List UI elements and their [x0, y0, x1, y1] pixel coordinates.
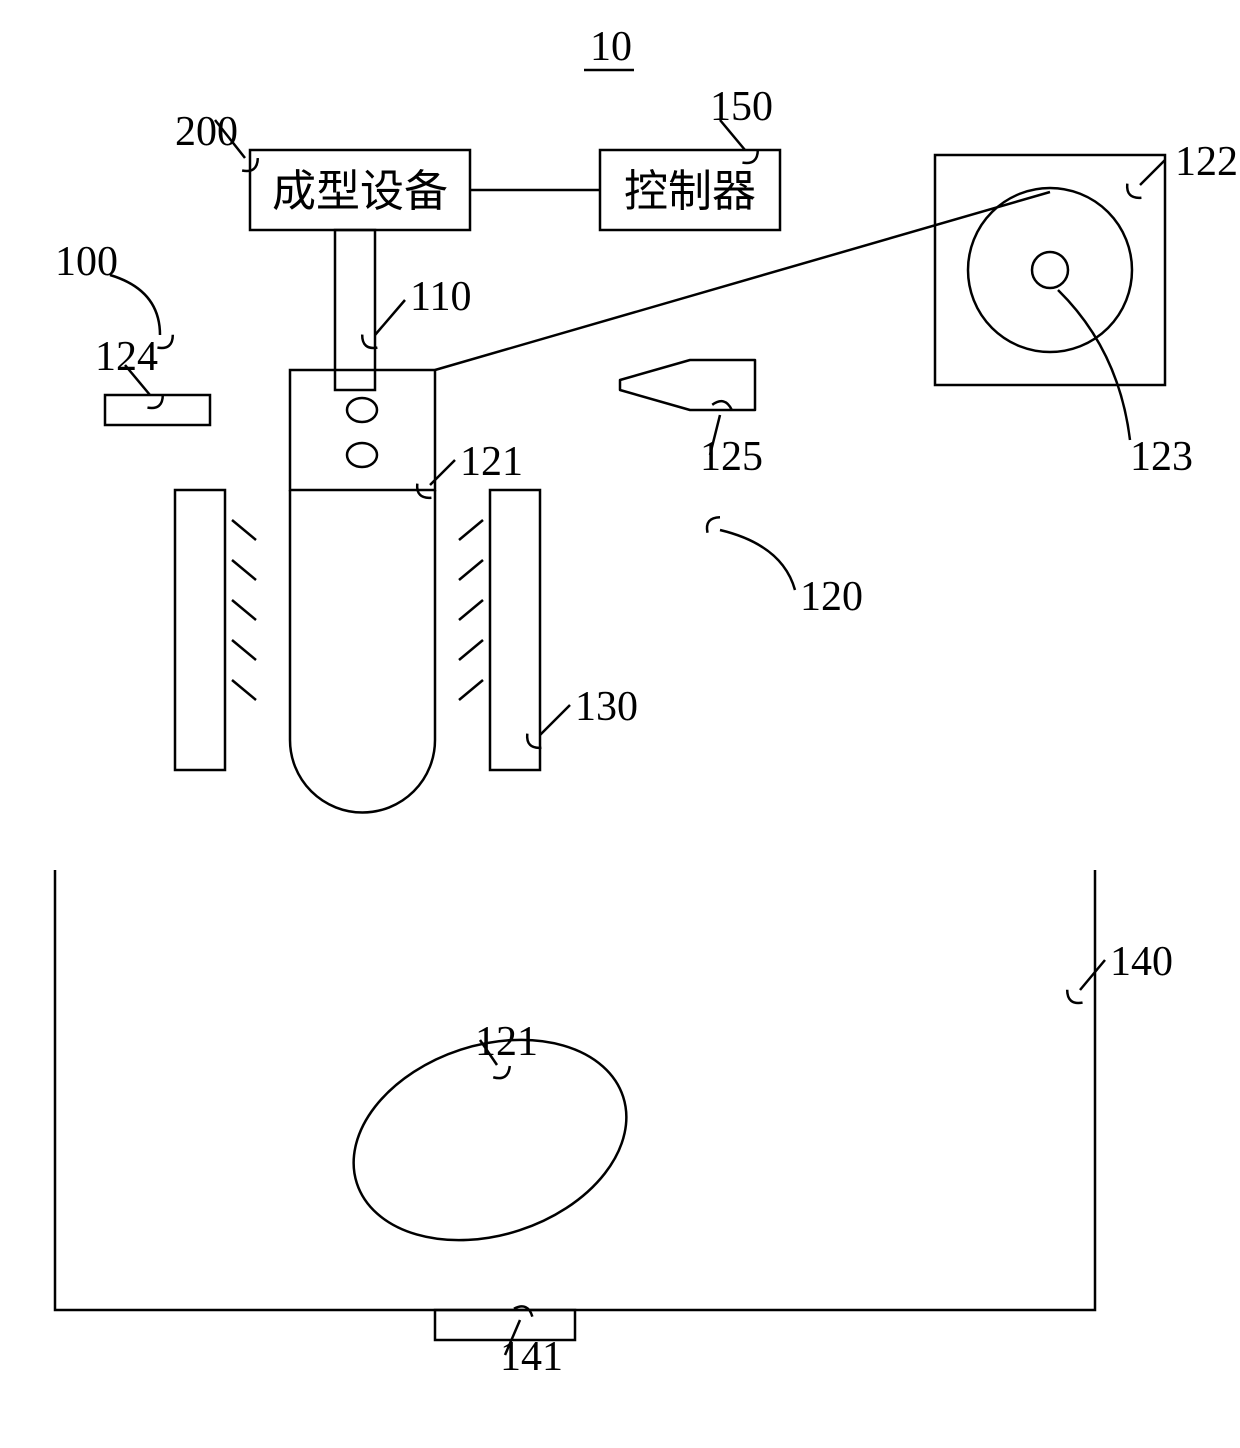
controller-text: 控制器	[624, 167, 756, 216]
label-122: 122	[1175, 139, 1238, 185]
arrow-125	[620, 360, 755, 410]
leader-arc-120	[707, 517, 720, 533]
reel-housing	[935, 155, 1165, 385]
heat-tick-l-0	[232, 520, 256, 540]
heat-tick-r-4	[459, 680, 483, 700]
reel-disc	[968, 188, 1132, 352]
leader-140	[1080, 960, 1105, 990]
piston-hole-0	[347, 398, 377, 422]
heat-tick-r-2	[459, 600, 483, 620]
heat-tick-l-4	[232, 680, 256, 700]
reel-axle	[1032, 252, 1068, 288]
label-121b: 121	[475, 1019, 538, 1065]
leader-arc-150	[742, 150, 757, 163]
label-124: 124	[95, 334, 158, 380]
u-tube	[290, 490, 435, 813]
leader-120	[720, 530, 795, 590]
heater-right	[490, 490, 540, 770]
leader-arc-100	[157, 335, 172, 348]
label-100: 100	[55, 239, 118, 285]
label-121a: 121	[460, 439, 523, 485]
heat-tick-l-1	[232, 560, 256, 580]
label-130: 130	[575, 684, 638, 730]
title-label: 10	[590, 24, 632, 70]
heat-tick-r-0	[459, 520, 483, 540]
label-125: 125	[700, 434, 763, 480]
leader-110	[375, 300, 405, 335]
label-123: 123	[1130, 434, 1193, 480]
heater-left	[175, 490, 225, 770]
label-120: 120	[800, 574, 863, 620]
heat-tick-r-3	[459, 640, 483, 660]
label-150: 150	[710, 84, 773, 130]
label-200: 200	[175, 109, 238, 155]
heat-tick-l-3	[232, 640, 256, 660]
reel-line	[435, 192, 1050, 370]
heat-tick-l-2	[232, 600, 256, 620]
forming-equipment-text: 成型设备	[272, 167, 448, 216]
leader-122	[1140, 160, 1165, 185]
label-140: 140	[1110, 939, 1173, 985]
leader-130	[540, 705, 570, 735]
stem-110	[335, 230, 375, 390]
piston-121	[290, 370, 435, 490]
leader-arc-140	[1067, 990, 1082, 1003]
label-110: 110	[410, 274, 471, 320]
leader-arc-121b	[493, 1066, 510, 1078]
leader-arc-124	[147, 395, 162, 408]
tank-140	[55, 870, 1095, 1310]
piston-hole-1	[347, 443, 377, 467]
leader-arc-125	[712, 401, 731, 409]
leader-arc-141	[514, 1306, 532, 1316]
label-141: 141	[500, 1334, 563, 1380]
leader-arc-122	[1127, 184, 1141, 198]
heat-tick-r-1	[459, 560, 483, 580]
block-124	[105, 395, 210, 425]
